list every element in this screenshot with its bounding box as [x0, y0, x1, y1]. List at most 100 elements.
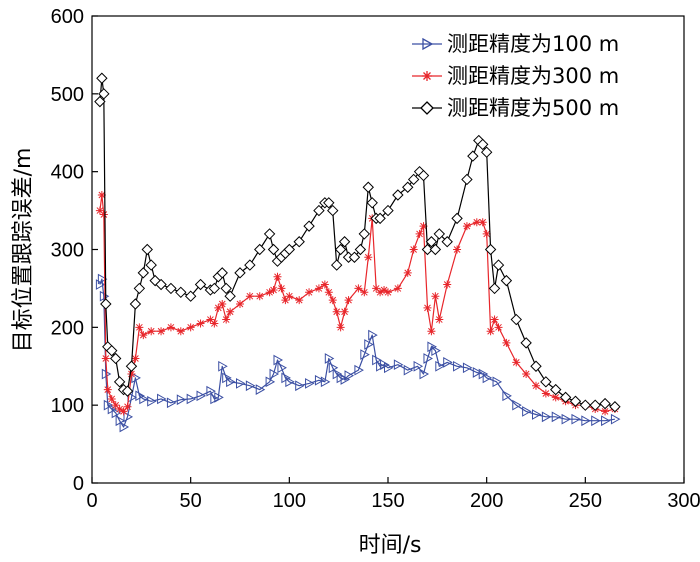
- data-point: [409, 174, 419, 184]
- data-point: [521, 338, 531, 348]
- legend-marker-star-icon: [422, 71, 432, 81]
- y-tick-label: 500: [51, 84, 84, 106]
- data-point: [277, 284, 285, 292]
- x-tick-label: 250: [569, 490, 602, 512]
- x-tick-label: 100: [273, 490, 306, 512]
- data-point: [394, 284, 402, 292]
- series-2: [95, 73, 620, 411]
- y-tick-label: 0: [73, 473, 84, 495]
- data-point: [491, 316, 499, 324]
- data-point: [130, 299, 140, 309]
- data-point: [108, 395, 116, 403]
- data-point: [384, 288, 392, 296]
- data-point: [270, 286, 278, 294]
- data-point: [404, 269, 412, 277]
- data-point: [359, 229, 369, 239]
- data-point: [236, 300, 244, 308]
- data-point: [333, 308, 341, 316]
- data-point: [494, 260, 504, 270]
- legend-marker-diamond-icon: [421, 102, 433, 114]
- data-point: [487, 327, 495, 335]
- data-point: [314, 206, 324, 216]
- y-tick-label: 400: [51, 162, 84, 184]
- data-point: [120, 407, 128, 415]
- data-point: [305, 288, 313, 296]
- data-point: [265, 229, 275, 239]
- legend-item-300m: 测距精度为300 m: [412, 64, 619, 88]
- data-point: [531, 361, 541, 371]
- data-point: [177, 327, 185, 335]
- data-point: [139, 331, 147, 339]
- x-tick-label: 50: [180, 490, 202, 512]
- data-point: [363, 182, 373, 192]
- data-point: [273, 273, 281, 281]
- series-line: [100, 195, 615, 411]
- y-tick-label: 100: [51, 395, 84, 417]
- data-point: [146, 260, 156, 270]
- data-point: [142, 245, 152, 255]
- data-point: [157, 327, 165, 335]
- data-point: [532, 382, 540, 390]
- data-point: [218, 300, 226, 308]
- data-point: [104, 386, 112, 394]
- data-point: [147, 327, 155, 335]
- y-tick-label: 200: [51, 317, 84, 339]
- data-point: [522, 370, 530, 378]
- data-point: [332, 260, 342, 270]
- data-point: [337, 323, 345, 331]
- data-point: [134, 283, 144, 293]
- x-tick-label: 200: [470, 490, 503, 512]
- data-point: [453, 246, 461, 254]
- data-point: [462, 174, 472, 184]
- data-point: [354, 284, 362, 292]
- data-point: [304, 221, 314, 231]
- y-tick-label: 600: [51, 6, 84, 28]
- legend-label-500m: 测距精度为500 m: [447, 96, 619, 120]
- x-tick-label: 0: [86, 490, 97, 512]
- data-point: [431, 292, 439, 300]
- data-point: [285, 292, 293, 300]
- data-point: [187, 323, 195, 331]
- data-point: [511, 315, 521, 325]
- data-point: [246, 292, 254, 300]
- data-point: [367, 198, 377, 208]
- data-point: [126, 361, 136, 371]
- data-point: [427, 327, 435, 335]
- data-point: [355, 245, 365, 255]
- data-point: [360, 288, 368, 296]
- data-point: [468, 151, 478, 161]
- data-point: [479, 218, 487, 226]
- chart: 0 50 100 150 200 250 3000100200300400500600 时间…: [0, 0, 700, 562]
- data-point: [256, 292, 264, 300]
- series-layer: [95, 73, 620, 431]
- data-point: [542, 389, 550, 397]
- data-point: [452, 213, 462, 223]
- legend: 测距精度为100 m 测距精度为300 m 测距精度为500 m: [412, 32, 619, 120]
- data-point: [501, 276, 511, 286]
- data-point: [97, 73, 107, 83]
- data-point: [226, 308, 234, 316]
- data-point: [315, 284, 323, 292]
- data-point: [100, 210, 108, 218]
- data-point: [135, 323, 143, 331]
- data-point: [222, 316, 230, 324]
- data-point: [435, 316, 443, 324]
- data-point: [416, 230, 424, 238]
- data-point: [443, 281, 451, 289]
- legend-item-500m: 测距精度为500 m: [412, 96, 619, 120]
- data-point: [349, 252, 359, 262]
- data-point: [167, 323, 175, 331]
- series-0: [96, 275, 619, 432]
- data-point: [295, 296, 303, 304]
- data-point: [341, 308, 349, 316]
- x-tick-label: 300: [667, 490, 700, 512]
- data-point: [102, 354, 110, 362]
- data-point: [600, 399, 610, 409]
- data-point: [166, 283, 176, 293]
- data-point: [235, 268, 245, 278]
- data-point: [176, 287, 186, 297]
- y-tick-label: 300: [51, 240, 84, 262]
- data-point: [423, 304, 431, 312]
- legend-item-100m: 测距精度为100 m: [412, 32, 619, 56]
- data-point: [269, 245, 279, 255]
